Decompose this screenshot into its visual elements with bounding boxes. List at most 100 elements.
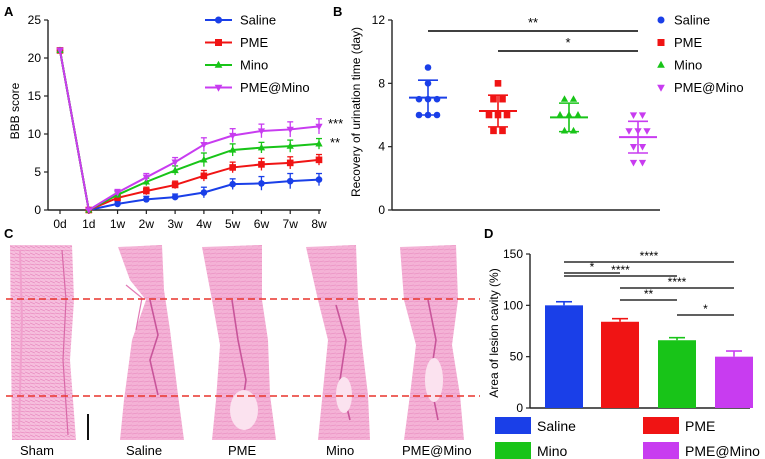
significance-label: **** [668, 275, 687, 289]
significance-annotations: *** ** [328, 116, 343, 150]
legend-label: PME [674, 35, 703, 50]
data-point [569, 126, 578, 134]
bar-pme_mino [715, 356, 753, 408]
y-tick-label: 50 [510, 350, 524, 364]
data-point [171, 181, 179, 189]
group-pme [479, 80, 517, 135]
legend-swatch [643, 417, 679, 434]
section-label-pme-mino: PME@Mino [402, 443, 472, 458]
data-point [257, 128, 266, 135]
significance-label: ** [528, 15, 538, 30]
data-point [315, 123, 323, 131]
section-image-pme-mino [400, 245, 464, 440]
legend: Saline PME Mino PME@Mino [495, 417, 760, 459]
plot-area [545, 300, 753, 408]
data-point [286, 126, 294, 134]
significance-label: * [565, 35, 570, 50]
data-point [643, 128, 651, 135]
section-label-sham: Sham [20, 443, 54, 458]
significance-label: **** [611, 263, 630, 277]
panel-a-line-chart: A BBB score 0 5 10 15 20 25 0d 1d 1w 2w 3w 4w 5w 6w 7w… [4, 4, 343, 231]
significance-brackets: *** [428, 15, 638, 52]
x-tick-label: 5w [225, 217, 241, 231]
panel-c-histology: C [4, 226, 480, 458]
legend: Saline PME Mino PME@Mino [657, 13, 744, 95]
data-point [556, 111, 564, 118]
data-point [113, 189, 122, 197]
significance-label: * [703, 302, 708, 316]
data-point [490, 95, 497, 103]
panel-label-b: B [333, 4, 342, 19]
data-point [257, 143, 266, 151]
data-point [629, 112, 638, 119]
legend-marker [657, 84, 665, 92]
plot-area [409, 64, 657, 167]
axes: 0 5 10 15 20 25 0d 1d 1w 2w 3w 4w 5w 6w 7w 8w [28, 13, 327, 231]
axes: 0 4 8 12 [372, 13, 660, 217]
legend-label: PME@Mino [674, 80, 744, 95]
data-point [625, 128, 633, 135]
y-tick-label: 100 [503, 298, 523, 312]
data-point [286, 142, 294, 149]
legend-marker [657, 60, 665, 68]
x-tick-label: 4w [196, 217, 212, 231]
data-point [315, 139, 323, 147]
data-point [569, 95, 578, 102]
legend-marker [214, 60, 223, 68]
data-point [629, 144, 638, 151]
significance-brackets: **************** [564, 249, 734, 316]
data-point [629, 159, 638, 167]
section-image-saline [118, 245, 184, 440]
significance-label: * [590, 260, 595, 274]
y-axis-label: Area of lesion cavity (%) [487, 268, 501, 397]
y-tick-label: 25 [28, 13, 42, 27]
data-point [638, 144, 647, 151]
y-tick-label: 20 [28, 51, 42, 65]
data-point [560, 95, 569, 102]
legend-label: Mino [674, 58, 702, 73]
legend-label: Saline [240, 13, 276, 28]
data-point [229, 132, 237, 140]
legend-label: Saline [537, 418, 576, 434]
section-label-pme: PME [228, 443, 257, 458]
data-point [638, 159, 647, 167]
legend-label: PME [685, 418, 715, 434]
data-point [171, 159, 179, 167]
x-tick-label: 2w [139, 217, 155, 231]
legend-swatch [495, 417, 531, 434]
data-point [286, 159, 294, 167]
series-pme_mino [56, 47, 323, 214]
legend-swatch [495, 442, 531, 459]
y-axis-label: Recovery of urination time (day) [349, 27, 363, 197]
data-point [171, 193, 179, 201]
panel-label-d: D [484, 226, 493, 241]
data-point [574, 111, 582, 118]
y-tick-label: 0 [516, 401, 523, 415]
y-axis-label: BBB score [8, 82, 22, 139]
legend-marker [215, 16, 222, 24]
data-point [229, 146, 237, 153]
legend-label: Mino [240, 58, 268, 73]
data-point [485, 111, 493, 119]
data-point [143, 187, 150, 195]
y-tick-label: 5 [34, 165, 41, 179]
annotation-triple-star: *** [328, 116, 343, 131]
panel-b-scatter-chart: B Recovery of urination time (day) 0 4 8 12… [333, 4, 744, 217]
significance-label: **** [640, 249, 659, 263]
data-point [315, 156, 323, 164]
x-tick-label: 1d [82, 217, 95, 231]
series-line [59, 50, 320, 212]
section-image-mino [306, 245, 370, 440]
legend-label: PME [240, 35, 269, 50]
section-label-mino: Mino [326, 443, 354, 458]
legend-marker [214, 84, 223, 92]
series-line [59, 50, 320, 212]
data-point [638, 112, 647, 119]
data-point [315, 176, 323, 183]
y-tick-label: 0 [34, 203, 41, 217]
panel-label-a: A [4, 4, 14, 19]
legend-label: Mino [537, 443, 568, 459]
legend-label: PME@Mino [240, 80, 310, 95]
data-point [85, 207, 93, 214]
